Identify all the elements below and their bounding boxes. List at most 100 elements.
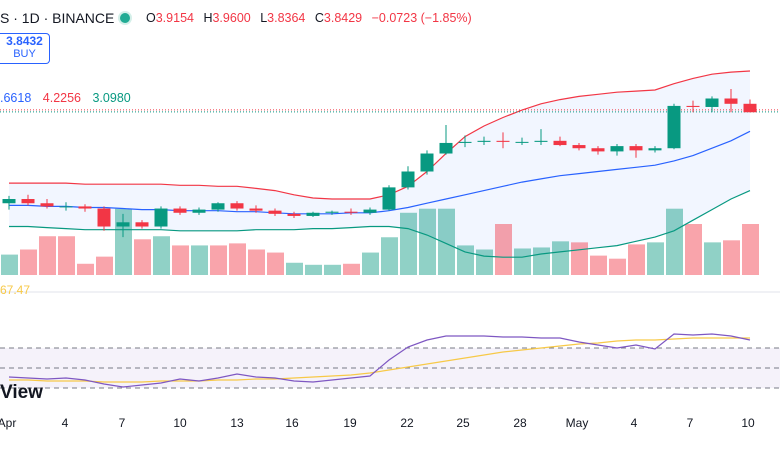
volume-bar (229, 243, 246, 275)
volume-bar (248, 249, 265, 275)
low-key: L (260, 11, 268, 25)
x-tick-label: 10 (741, 416, 755, 430)
candle-body (21, 199, 35, 204)
volume-bar (305, 264, 322, 275)
volume-bar (704, 242, 721, 275)
candle-body (743, 103, 757, 113)
bb-lower-value: 3.0980 (92, 91, 131, 105)
volume-bar (210, 245, 227, 275)
volume-bar (172, 245, 189, 275)
bb-basis-line (9, 130, 751, 215)
volume-bar (647, 242, 664, 275)
volume-bar (495, 224, 512, 275)
candle-body (629, 146, 643, 151)
candle-body (724, 98, 738, 104)
candle-body (325, 211, 339, 213)
candle-body (572, 145, 586, 149)
x-tick-label: 7 (119, 416, 126, 430)
candle-body (97, 208, 111, 227)
buy-button[interactable]: 3.8432 BUY (0, 33, 50, 64)
market-status-icon (120, 13, 130, 23)
x-tick-label: Apr (0, 416, 16, 430)
volume-bar (77, 263, 94, 275)
volume-bar (96, 256, 113, 275)
volume-bar (153, 236, 170, 275)
candle-body (135, 222, 149, 227)
bb-lower-line (9, 190, 751, 258)
candlestick-series (2, 88, 757, 238)
volume-bar (628, 244, 645, 275)
bb-upper-value: 4.2256 (42, 91, 81, 105)
volume-bar (590, 255, 607, 275)
x-tick-label: 19 (343, 416, 357, 430)
x-tick-label: 7 (687, 416, 694, 430)
x-tick-label: 16 (285, 416, 299, 430)
volume-bar (1, 254, 18, 275)
volume-bar (666, 208, 683, 275)
bb-upper-line (9, 70, 751, 200)
high-key: H (203, 11, 213, 25)
open-value: 3.9154 (155, 11, 194, 25)
volume-bar (419, 208, 436, 275)
x-tick-label: 10 (173, 416, 187, 430)
volume-bar (267, 252, 284, 275)
candle-body (306, 212, 320, 216)
candle-body (458, 141, 472, 143)
x-tick-label: 13 (230, 416, 244, 430)
candle-body (648, 148, 662, 151)
rsi-legend-value: 67.47 (0, 283, 31, 297)
candle-body (192, 209, 206, 213)
candle-body (534, 140, 548, 142)
volume-bar (324, 264, 341, 275)
x-tick-label: 28 (513, 416, 527, 430)
candle-body (116, 222, 130, 227)
x-tick-label: 4 (631, 416, 638, 430)
rsi-ma-line (9, 337, 750, 383)
candle-body (496, 140, 510, 142)
x-tick-label: May (566, 416, 589, 430)
volume-bar (514, 248, 531, 275)
rsi-lines (8, 333, 751, 388)
volume-bar (571, 242, 588, 275)
x-tick-label: 22 (400, 416, 414, 430)
bollinger-legend[interactable]: .6618 4.2256 3.0980 (0, 91, 139, 105)
volume-bar (191, 245, 208, 275)
x-tick-label: 4 (62, 416, 69, 430)
x-tick-label: 25 (456, 416, 470, 430)
volume-bar (362, 252, 379, 275)
candle-body (477, 140, 491, 142)
buy-label: BUY (13, 48, 36, 60)
watermark-text: View (0, 382, 43, 403)
ohlc-values: O3.9154 H3.9600 L3.8364 C3.8429 −0.0723 … (146, 11, 478, 25)
volume-bar (134, 239, 151, 275)
symbol-title[interactable]: S · 1D · BINANCE (0, 10, 115, 26)
candle-body (78, 206, 92, 209)
candle-body (173, 208, 187, 213)
volume-bar (343, 263, 360, 275)
volume-bar (533, 247, 550, 275)
rsi-line (8, 333, 751, 388)
candle-body (705, 98, 719, 107)
volume-bar (438, 208, 455, 275)
candle-body (211, 203, 225, 210)
volume-bar (552, 241, 569, 275)
candle-body (420, 153, 434, 172)
candle-body (686, 105, 700, 107)
candle-body (249, 208, 263, 211)
volume-bar (286, 262, 303, 275)
rsi-pane (0, 291, 780, 389)
close-value: 3.8429 (323, 11, 363, 25)
current-price-line (0, 109, 780, 113)
x-axis: Apr 4 7 10 13 16 19 22 25 28 May 4 7 10 (0, 416, 755, 430)
candle-body (59, 206, 73, 208)
high-value: 3.9600 (212, 11, 251, 25)
candle-body (40, 203, 54, 207)
candle-body (2, 199, 16, 204)
volume-bar (39, 236, 56, 275)
candle-body (287, 213, 301, 216)
candle-body (363, 209, 377, 213)
candle-body (268, 210, 282, 214)
bb-basis-value: .6618 (0, 91, 32, 105)
